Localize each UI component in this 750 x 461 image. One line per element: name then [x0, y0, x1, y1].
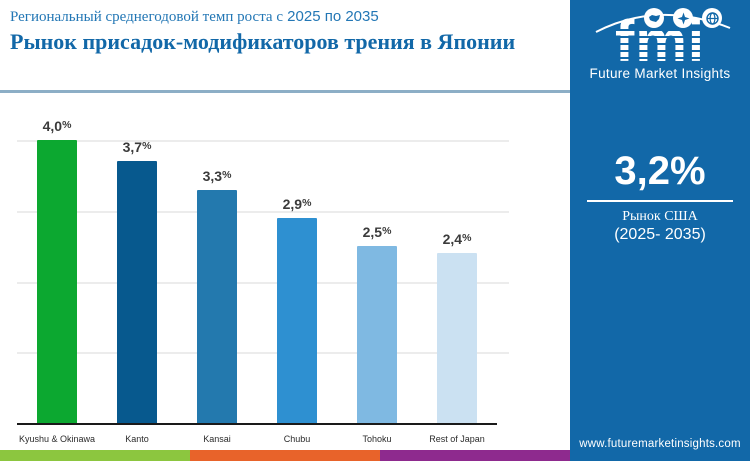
header: Региональный среднегодовой темп роста с … — [0, 0, 570, 93]
bar-slot: 2,4% Rest of Japan — [417, 96, 497, 444]
stat-divider — [587, 200, 733, 202]
map-icon — [644, 8, 664, 28]
category-label: Chubu — [283, 434, 311, 444]
bar-slot: 3,3% Kansai — [177, 96, 257, 444]
category-label: Tohoku — [362, 434, 392, 444]
subtitle-years: 2025 по 2035 — [287, 8, 379, 25]
gridline — [17, 352, 509, 355]
category-label: Kansai — [203, 434, 231, 444]
stat-label: Рынок США — [622, 209, 698, 224]
footer-stripes — [0, 450, 570, 461]
orange-stripe — [190, 450, 380, 461]
gridline — [17, 140, 509, 142]
sidebar: fmi Future Market Insights 3,2% Рынок СШ… — [570, 0, 750, 461]
bar — [277, 217, 317, 423]
gridline — [17, 281, 509, 284]
purple-stripe — [380, 450, 570, 461]
chart-subtitle: Региональный среднегодовой темп роста с … — [10, 7, 560, 27]
bar-value-label: 3,3% — [202, 167, 232, 184]
bar-value-label: 4,0% — [42, 118, 72, 134]
bar-value-label: 2,9% — [282, 195, 312, 212]
bar-slot: 2,9% Chubu — [257, 96, 337, 444]
bar-slot: 3,7% Kanto — [97, 96, 177, 444]
page-title: Рынок присадок-модификаторов трения в Яп… — [10, 29, 516, 54]
green-stripe — [0, 450, 190, 461]
bar — [37, 140, 77, 423]
category-label: Rest of Japan — [429, 434, 485, 444]
bar-slot: 4,0% Kyushu & Okinawa — [17, 96, 97, 444]
logo-icons — [570, 8, 750, 28]
plot-area: 4,0% Kyushu & Okinawa 3,7% Kanto 3,3% Kansai 2… — [17, 96, 497, 444]
bar-value-label: 2,4% — [442, 231, 472, 248]
bar — [437, 253, 477, 423]
bar — [197, 189, 237, 423]
stat-block: 3,2% Рынок США (2025- 2035) — [570, 148, 750, 245]
stat-value: 3,2% — [614, 149, 706, 193]
bar-chart: 4,0% Kyushu & Okinawa 3,7% Kanto 3,3% Kansai 2… — [0, 96, 570, 444]
bar-value-label: 3,7% — [122, 139, 152, 156]
globe-icon — [702, 8, 722, 28]
bar-value-label: 2,5% — [362, 224, 392, 241]
stat-period: (2025- 2035) — [614, 226, 706, 243]
compass-icon — [673, 8, 693, 28]
category-label: Kyushu & Okinawa — [18, 434, 96, 444]
gridline — [17, 210, 509, 213]
logo-tagline: Future Market Insights — [589, 66, 731, 81]
category-label: Kanto — [125, 434, 149, 444]
fmi-logo: fmi Future Market Insights — [570, 8, 750, 81]
bar — [357, 246, 397, 423]
bar-slot: 2,5% Tohoku — [337, 96, 417, 444]
subtitle-text: Региональный среднегодовой темп роста с — [10, 9, 283, 25]
bar — [117, 161, 157, 423]
website-link[interactable]: www.futuremarketinsights.com — [579, 438, 741, 450]
